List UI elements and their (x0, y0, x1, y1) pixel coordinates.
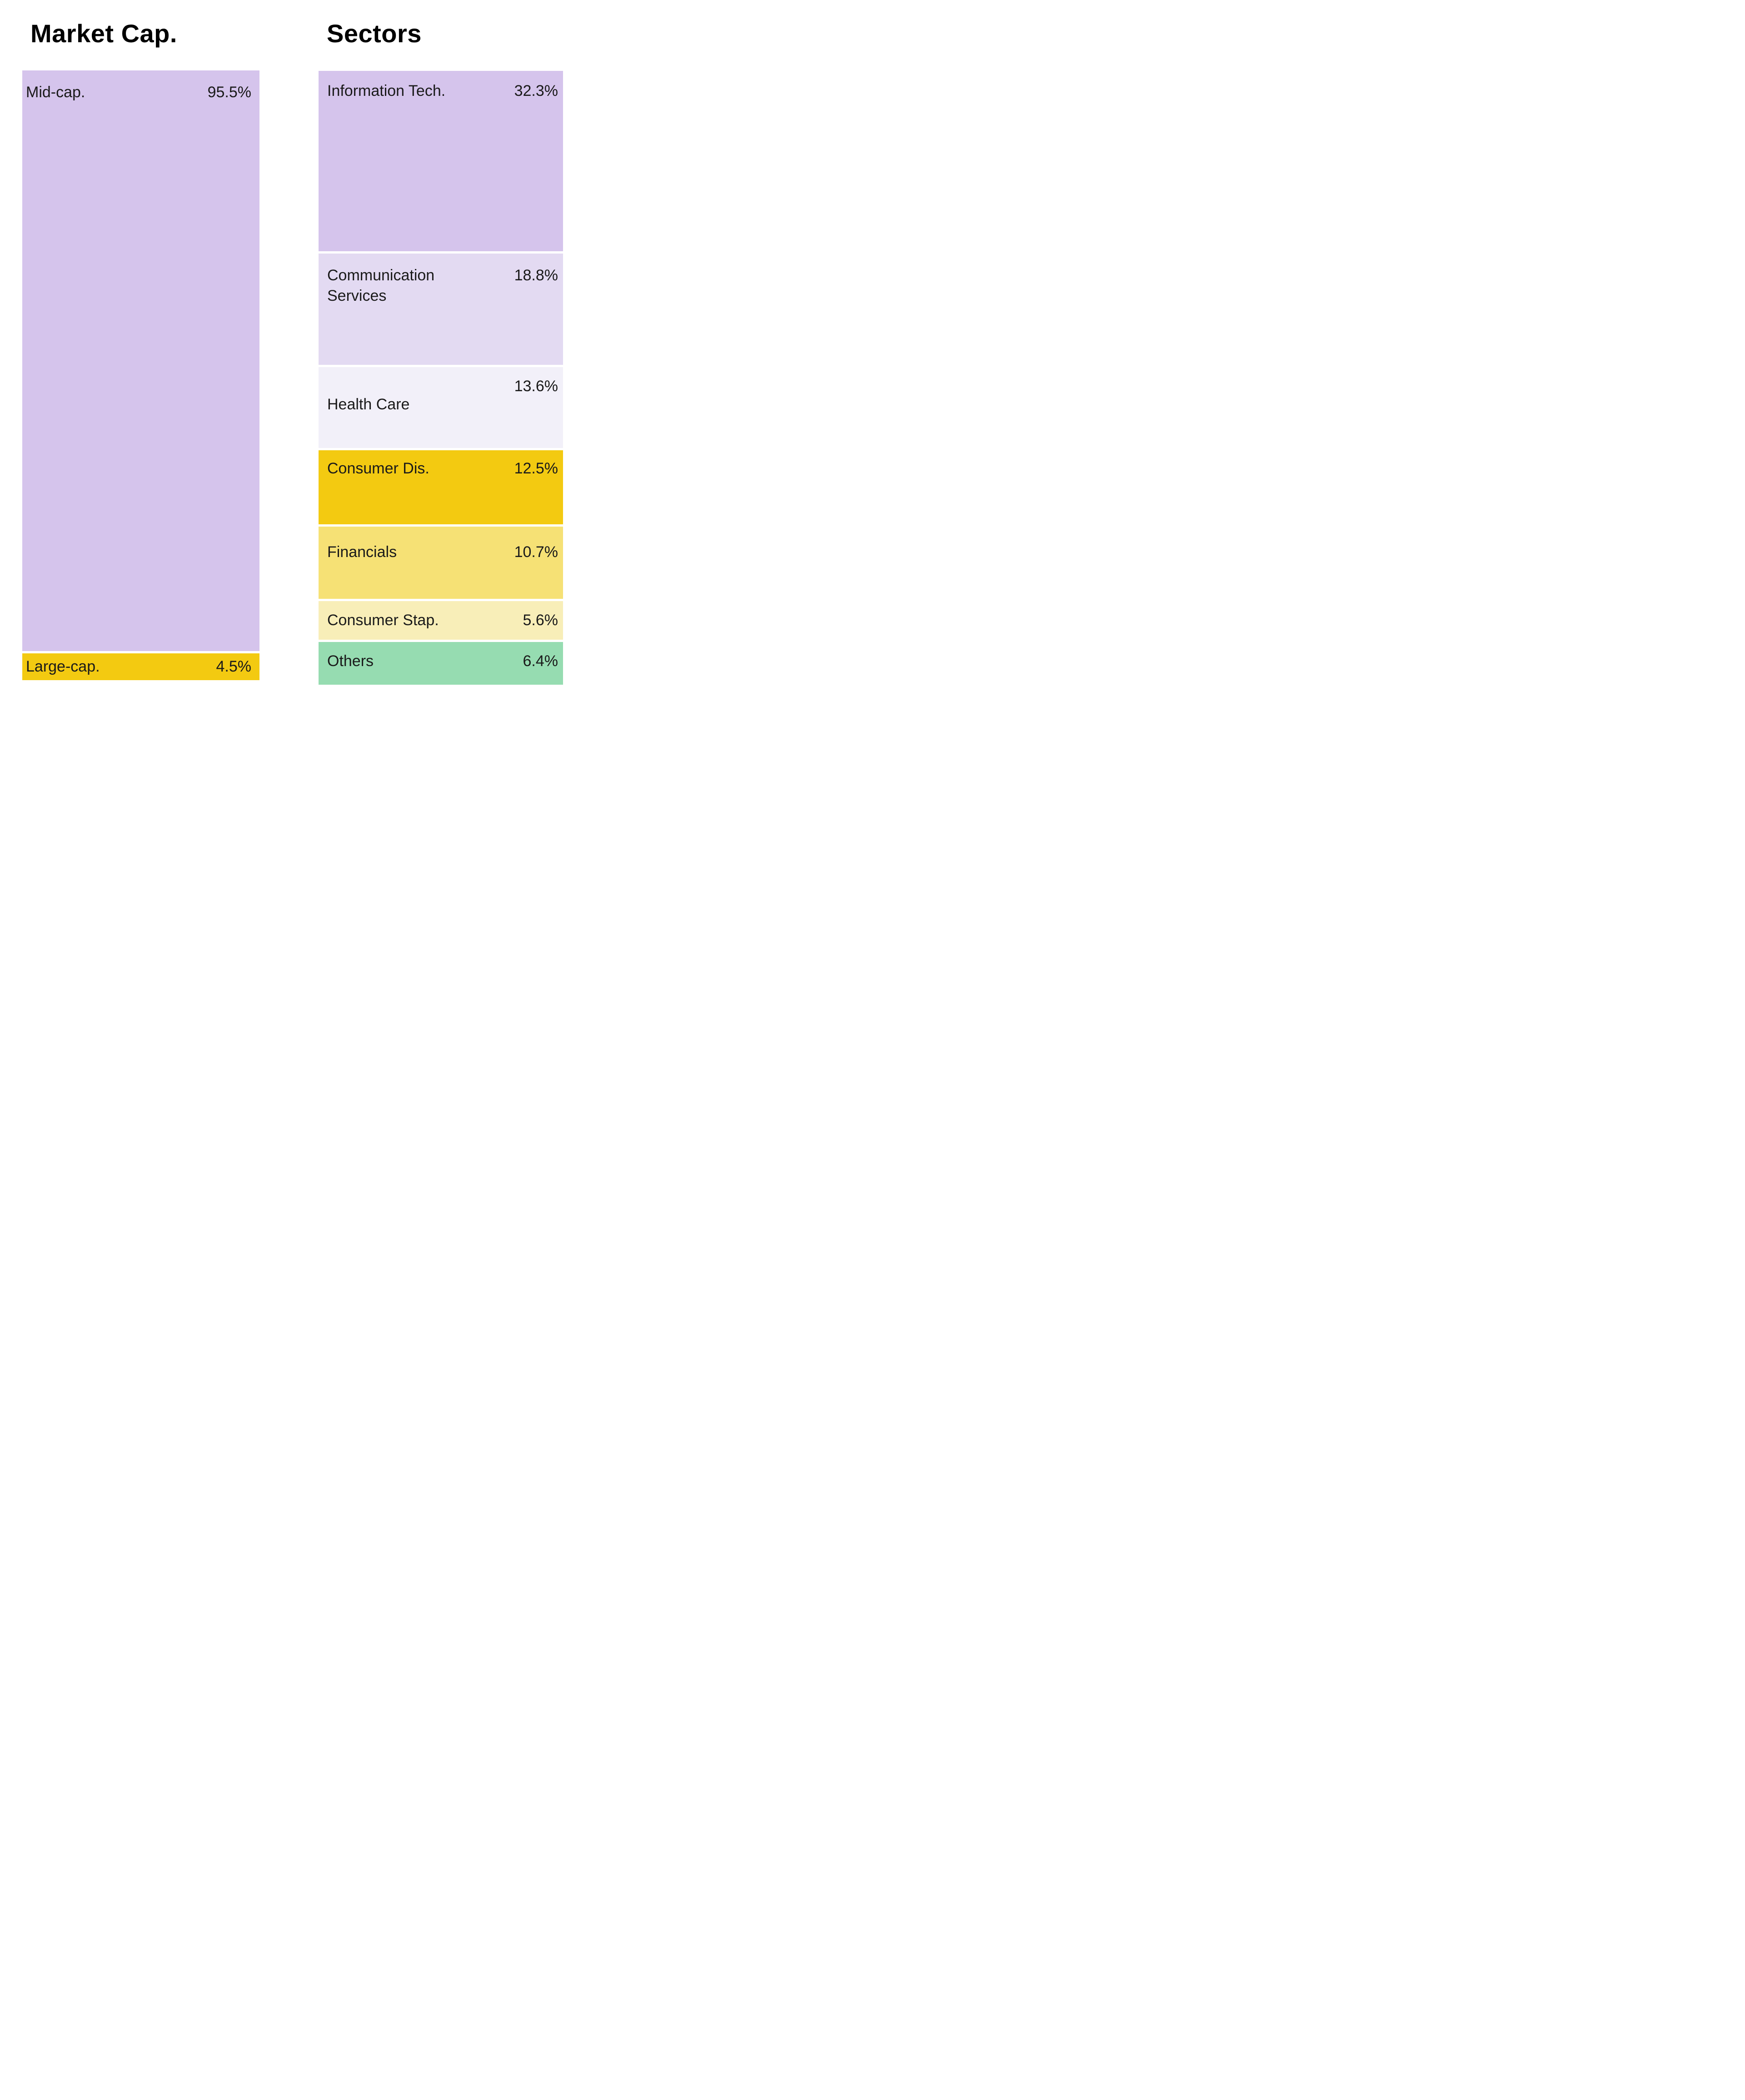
bar-segment: Consumer Dis. 12.5% (319, 450, 563, 525)
sectors-stacked-bar: Information Tech. 32.3% Communication Serv… (319, 71, 563, 685)
segment-percent: 32.3% (514, 82, 558, 100)
bar-segment: Financials 10.7% (319, 527, 563, 599)
segment-percent: 5.6% (523, 611, 558, 629)
market-cap-stacked-bar: Mid-cap. 95.5% Large-cap. 4.5% (22, 70, 259, 680)
segment-label: Consumer Dis. (327, 459, 429, 477)
segment-label: Information Tech. (327, 82, 446, 100)
bar-segment: Mid-cap. 95.5% (22, 70, 259, 651)
segment-percent: 12.5% (514, 459, 558, 477)
market-cap-title: Market Cap. (30, 19, 177, 48)
segment-percent: 6.4% (523, 652, 558, 670)
segment-percent: 13.6% (514, 377, 558, 395)
segment-percent: 10.7% (514, 543, 558, 561)
bar-segment: Communication Services 18.8% (319, 254, 563, 365)
segment-percent: 95.5% (207, 84, 251, 101)
bar-segment: Health Care 13.6% (319, 367, 563, 448)
segment-label: Consumer Stap. (327, 611, 439, 629)
segment-label: Financials (327, 543, 397, 561)
segment-percent: 4.5% (216, 658, 252, 676)
bar-segment: Information Tech. 32.3% (319, 71, 563, 252)
bar-segment: Consumer Stap. 5.6% (319, 601, 563, 640)
sectors-chart: Sectors Information Tech. 32.3% Communicat… (319, 18, 563, 685)
segment-label: Large-cap. (26, 658, 100, 676)
segment-percent: 18.8% (514, 267, 558, 284)
bar-segment: Large-cap. 4.5% (22, 653, 259, 680)
sectors-title: Sectors (327, 19, 422, 48)
segment-label: Communication Services (327, 267, 435, 304)
segment-label: Health Care (327, 395, 410, 413)
bar-segment: Others 6.4% (319, 642, 563, 685)
segment-label: Mid-cap. (26, 84, 85, 101)
market-cap-chart: Market Cap. Mid-cap. 95.5% Large-cap. 4.5% (22, 18, 259, 680)
segment-label: Others (327, 652, 374, 670)
